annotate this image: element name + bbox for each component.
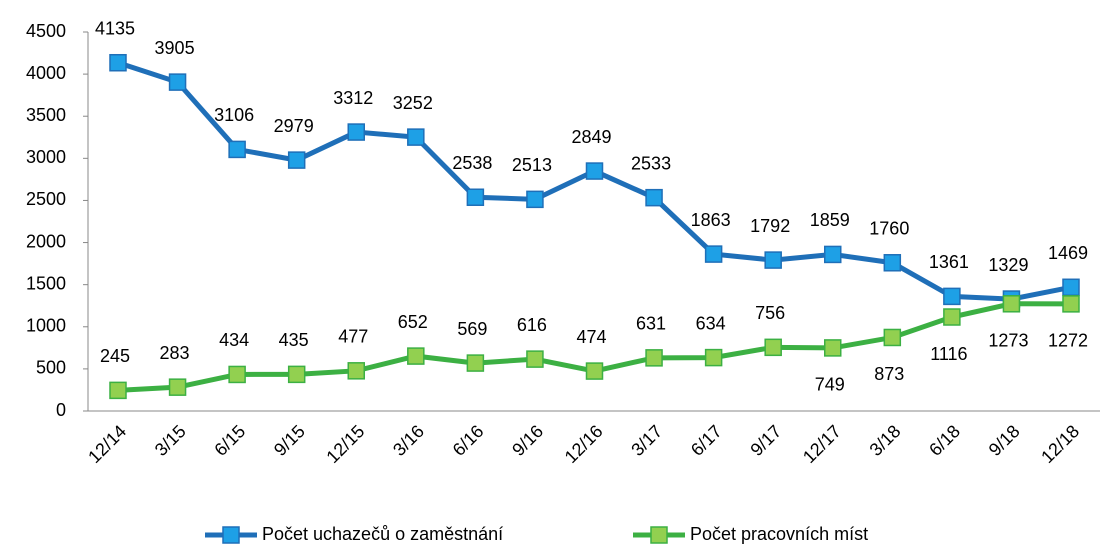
data-label: 1863: [691, 210, 731, 230]
marker: [466, 354, 485, 372]
marker: [347, 123, 365, 141]
marker: [168, 73, 187, 91]
marker: [407, 128, 425, 146]
x-tick-label: 9/15: [270, 421, 309, 460]
y-tick-label: 3500: [26, 105, 66, 125]
marker: [168, 378, 187, 396]
marker: [109, 53, 127, 72]
data-label: 2513: [512, 155, 552, 175]
marker: [764, 251, 782, 269]
y-tick-label: 2500: [26, 189, 66, 209]
data-label: 435: [279, 330, 309, 350]
y-tick-label: 1500: [26, 273, 66, 293]
data-label: 2533: [631, 153, 671, 173]
data-label: 4135: [95, 18, 135, 38]
x-tick-label: 6/16: [449, 421, 488, 460]
marker: [943, 308, 961, 326]
x-tick-label: 3/16: [389, 421, 428, 460]
x-tick-label: 12/14: [84, 421, 130, 467]
x-tick-label: 12/16: [561, 421, 607, 467]
y-tick-label: 500: [36, 358, 66, 378]
marker: [585, 362, 604, 380]
x-tick-label: 9/17: [746, 421, 785, 460]
marker: [228, 140, 246, 159]
data-label: 1116: [930, 344, 967, 364]
x-tick-label: 9/16: [508, 421, 547, 460]
legend-label: Počet pracovních míst: [690, 524, 868, 544]
x-tick-label: 9/18: [985, 421, 1024, 460]
marker: [1062, 278, 1080, 297]
marker: [883, 254, 902, 272]
legend-marker: [222, 526, 240, 544]
y-tick-label: 0: [56, 400, 66, 420]
marker: [704, 245, 723, 263]
data-label: 1792: [750, 216, 790, 236]
data-label: 245: [100, 346, 130, 366]
x-tick-label: 3/17: [627, 421, 666, 460]
data-label: 616: [517, 315, 547, 335]
data-label: 3312: [333, 88, 373, 108]
x-tick-label: 12/17: [799, 421, 845, 467]
marker: [824, 245, 842, 264]
marker: [585, 162, 604, 180]
x-tick-label: 3/18: [866, 421, 905, 460]
x-tick-label: 12/18: [1037, 421, 1083, 467]
data-label: 2849: [571, 127, 611, 147]
y-tick-label: 3000: [26, 147, 66, 167]
data-label: 1329: [988, 255, 1028, 275]
data-label: 1361: [929, 252, 969, 272]
marker: [228, 365, 246, 384]
marker: [526, 350, 544, 368]
data-label: 749: [815, 375, 845, 395]
data-label: 1859: [810, 210, 850, 230]
marker: [287, 151, 306, 169]
x-tick-label: 3/15: [151, 421, 190, 460]
data-label: 2979: [274, 116, 314, 136]
legend-marker: [650, 526, 668, 544]
marker: [407, 347, 425, 365]
marker: [1062, 295, 1080, 313]
marker: [347, 362, 365, 380]
x-tick-label: 6/17: [687, 421, 726, 460]
marker: [1002, 295, 1021, 313]
data-label: 2538: [452, 153, 492, 173]
data-label: 477: [338, 327, 368, 347]
marker: [943, 287, 961, 306]
y-tick-label: 4500: [26, 21, 66, 41]
data-label: 3106: [214, 105, 254, 125]
y-tick-label: 4000: [26, 63, 66, 83]
data-label: 3252: [393, 93, 433, 113]
marker: [109, 381, 127, 400]
x-tick-label: 6/15: [210, 421, 249, 460]
marker: [645, 349, 663, 367]
data-label: 1273: [988, 331, 1028, 351]
data-label: 873: [874, 364, 904, 384]
data-label: 1272: [1048, 331, 1088, 351]
data-label: 1760: [869, 219, 909, 239]
marker: [883, 328, 902, 347]
data-label: 652: [398, 312, 428, 332]
y-tick-label: 2000: [26, 231, 66, 251]
marker: [704, 348, 723, 367]
marker: [764, 338, 782, 357]
marker: [466, 188, 485, 206]
data-label: 569: [457, 319, 487, 339]
marker: [824, 339, 842, 357]
legend-label: Počet uchazečů o zaměstnání: [262, 524, 503, 544]
data-label: 283: [160, 343, 190, 363]
data-label: 474: [576, 327, 606, 347]
marker: [645, 188, 663, 207]
data-label: 434: [219, 330, 249, 350]
marker: [526, 190, 544, 209]
data-label: 1469: [1048, 243, 1088, 263]
marker: [287, 365, 306, 384]
data-label: 634: [696, 313, 726, 333]
data-label: 756: [755, 303, 785, 323]
data-label: 3905: [155, 38, 195, 58]
x-tick-label: 12/15: [322, 421, 368, 467]
x-tick-label: 6/18: [925, 421, 964, 460]
data-label: 631: [636, 314, 666, 334]
y-tick-label: 1000: [26, 316, 66, 336]
